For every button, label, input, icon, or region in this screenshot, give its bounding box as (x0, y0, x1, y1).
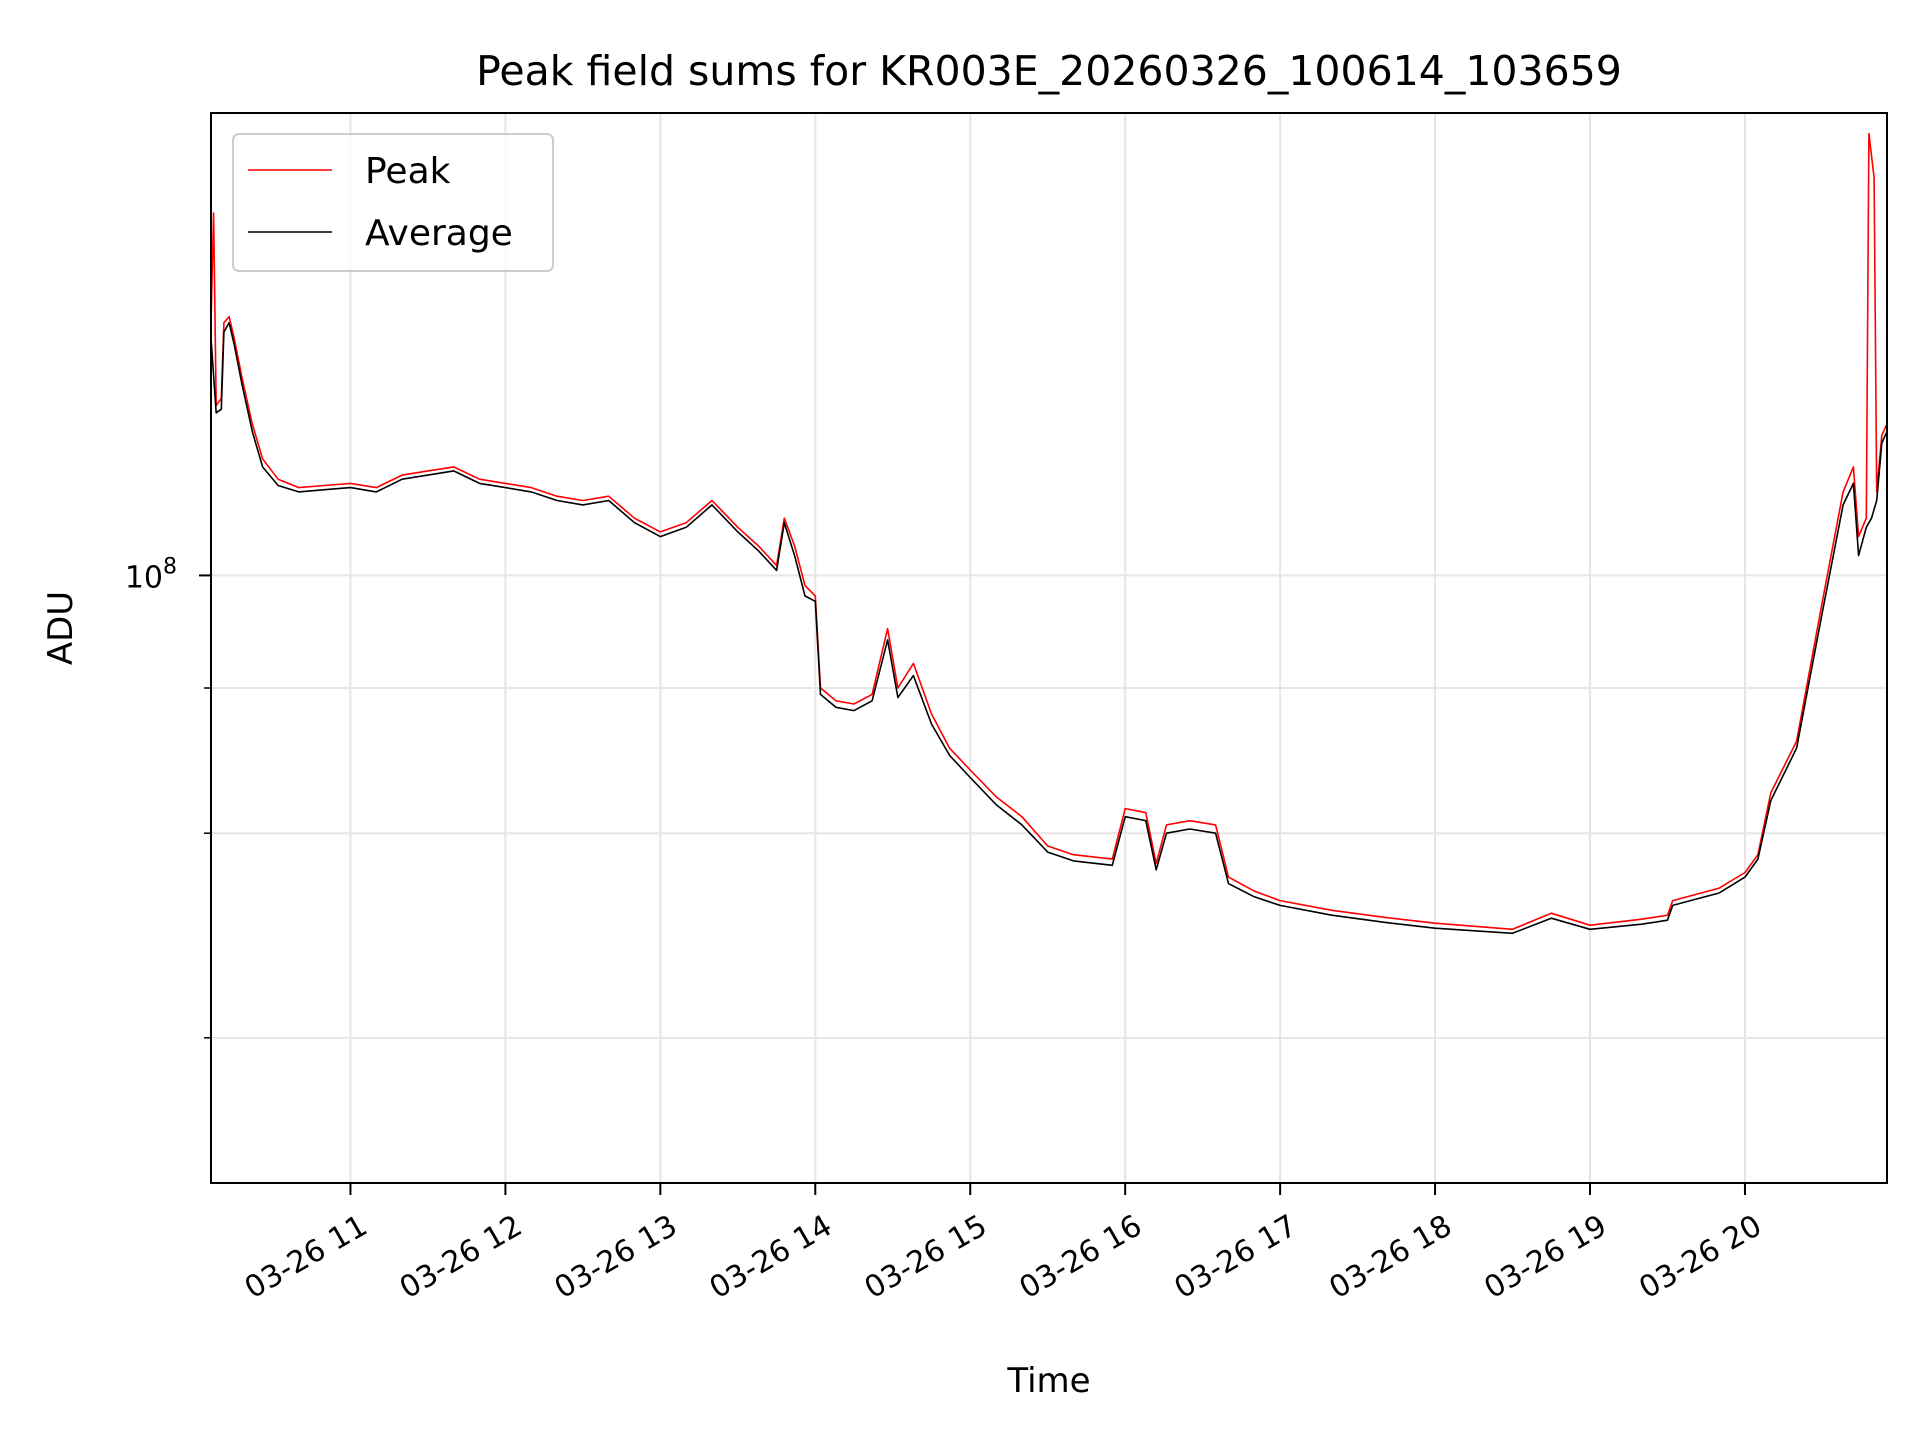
series-line-average (211, 321, 1887, 935)
legend-box (232, 133, 554, 272)
plot-frame (210, 112, 1888, 1184)
grid (211, 113, 1887, 1183)
y-axis-label: ADU (41, 591, 81, 665)
legend-label-peak: Peak (365, 151, 451, 192)
x-axis-label: Time (1006, 1361, 1090, 1401)
chart-title: Peak field sums for KR003E_20260326_1006… (476, 47, 1622, 95)
y-tick-label: 108 (125, 554, 177, 595)
series-layer (211, 132, 1887, 935)
series-line-peak (211, 132, 1887, 931)
legend: Peak Average (232, 133, 554, 272)
legend-label-average: Average (365, 213, 513, 254)
